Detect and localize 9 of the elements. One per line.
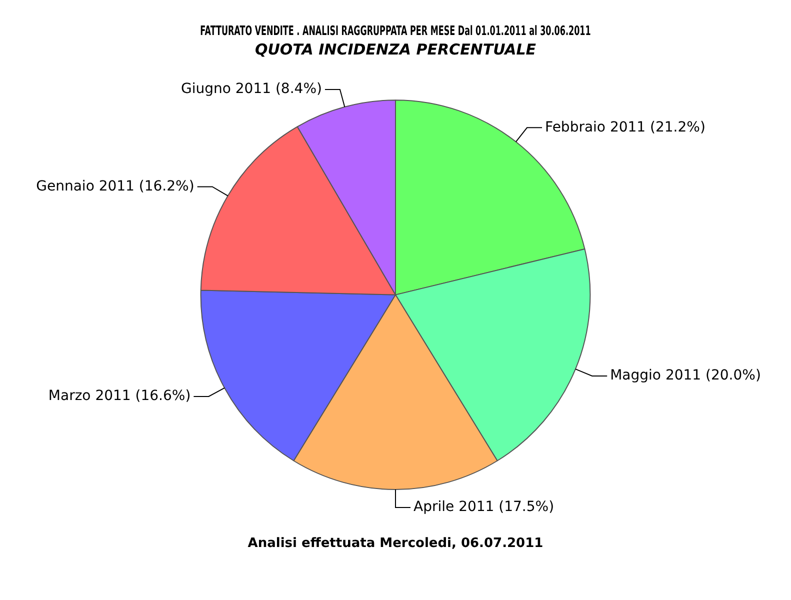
chart-title: FATTURATO VENDITE . ANALISI RAGGRUPPATA PER MESE Dal 01.01.2011 al 30.06.2011 xyxy=(200,23,591,39)
slice-label: Giugno 2011 (8.4%) xyxy=(180,81,322,98)
text: Analisi effettuata Mercoledi, 06.07.2011 xyxy=(246,536,544,551)
slice-label: Marzo 2011 (16.6%) xyxy=(48,388,191,404)
chart-subtitle: QUOTA INCIDENZA PERCENTUALE xyxy=(254,40,537,58)
slice-label: Aprile 2011 (17.5%) xyxy=(414,499,554,516)
slice-label: Febbraio 2011 (21.2%) xyxy=(545,119,706,136)
slice-label: Gennaio 2011 (16.2%) xyxy=(36,178,194,194)
slice-label: Maggio 2011 (20.0%) xyxy=(610,368,761,384)
